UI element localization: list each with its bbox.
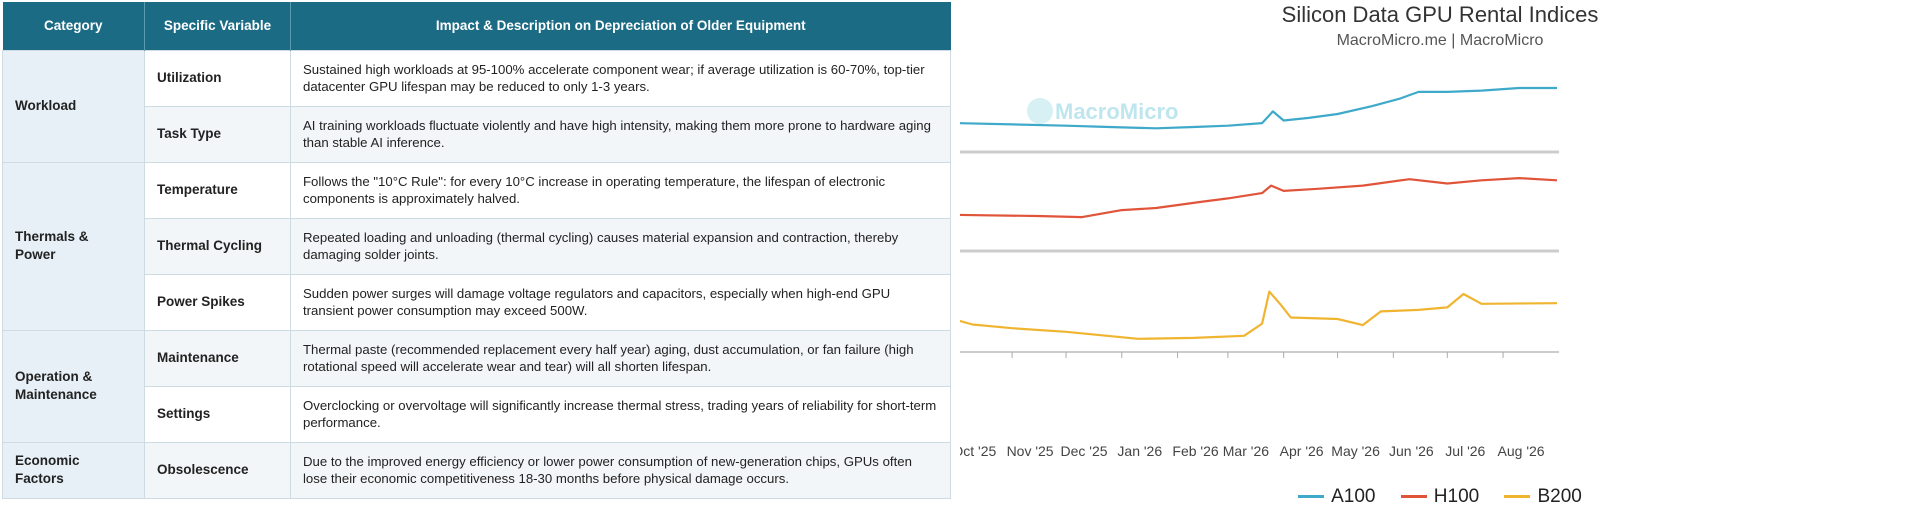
x-tick-label: Aug '26 bbox=[1498, 443, 1545, 459]
table-row: Power Spikes Sudden power surges will da… bbox=[3, 273, 951, 331]
variable-cell: Maintenance bbox=[144, 329, 291, 387]
x-tick-label: Jul '26 bbox=[1445, 443, 1485, 459]
description-cell: Sudden power surges will damage voltage … bbox=[290, 273, 951, 331]
variable-cell: Task Type bbox=[144, 105, 291, 163]
legend-label: A100 bbox=[1331, 485, 1376, 506]
description-cell: AI training workloads fluctuate violentl… bbox=[290, 105, 951, 163]
series-line-a100 bbox=[960, 86, 1557, 130]
table-row: Operation & Maintenance Maintenance Ther… bbox=[2, 329, 951, 443]
legend-item-h100[interactable]: H100 bbox=[1400, 485, 1480, 506]
impact-table: Category Specific Variable Impact & Desc… bbox=[2, 2, 951, 499]
x-tick-label: Apr '26 bbox=[1280, 443, 1324, 459]
table-row: Economic Factors Obsolescence Due to the… bbox=[2, 441, 951, 499]
header-impact: Impact & Description on Depreciation of … bbox=[290, 2, 951, 50]
gpu-rental-chart: MacroMicro1.41.61.8Index23Index567IndexS… bbox=[960, 86, 1559, 459]
table-row: Task Type AI training workloads fluctuat… bbox=[3, 105, 951, 163]
variable-cell: Thermal Cycling bbox=[144, 217, 291, 275]
x-tick-label: May '26 bbox=[1331, 443, 1380, 459]
impact-table-panel: Category Specific Variable Impact & Desc… bbox=[0, 0, 952, 506]
legend-swatch-b200 bbox=[1504, 495, 1531, 498]
legend-item-a100[interactable]: A100 bbox=[1298, 485, 1376, 506]
chart-legend: A100 H100 B200 bbox=[960, 482, 1920, 506]
category-cell: Workload bbox=[2, 49, 145, 163]
description-cell: Repeated loading and unloading (thermal … bbox=[290, 217, 951, 275]
legend-label: B200 bbox=[1537, 485, 1582, 506]
legend-label: H100 bbox=[1433, 485, 1480, 506]
watermark-text: MacroMicro bbox=[1055, 99, 1178, 124]
series-line-h100 bbox=[960, 177, 1558, 219]
table-row: Workload Utilization Sustained high work… bbox=[2, 49, 951, 163]
variable-cell: Utilization bbox=[144, 49, 291, 107]
legend-swatch-h100 bbox=[1400, 495, 1427, 498]
table-row: Thermals & Power Temperature Follows the… bbox=[2, 161, 951, 331]
legend-swatch-a100 bbox=[1298, 495, 1325, 498]
description-cell: Follows the "10°C Rule": for every 10°C … bbox=[290, 161, 951, 219]
x-tick-label: Oct '25 bbox=[960, 443, 997, 459]
legend-item-b200[interactable]: B200 bbox=[1504, 485, 1582, 506]
header-variable: Specific Variable bbox=[144, 2, 291, 50]
description-cell: Overclocking or overvoltage will signifi… bbox=[290, 385, 951, 443]
gpu-rental-chart-panel: Silicon Data GPU Rental Indices MacroMic… bbox=[960, 0, 1920, 506]
x-tick-label: Jan '26 bbox=[1117, 443, 1162, 459]
category-cell: Operation & Maintenance bbox=[2, 329, 145, 443]
watermark-logo-icon bbox=[1027, 98, 1053, 124]
x-tick-label: Jun '26 bbox=[1389, 443, 1434, 459]
table-row: Settings Overclocking or overvoltage wil… bbox=[3, 385, 951, 443]
chart-subtitle: MacroMicro.me | MacroMicro bbox=[1336, 32, 1544, 49]
x-tick-label: Mar '26 bbox=[1223, 443, 1269, 459]
x-tick-label: Dec '25 bbox=[1061, 443, 1108, 459]
series-line-b200 bbox=[960, 290, 1558, 340]
description-cell: Thermal paste (recommended replacement e… bbox=[290, 329, 951, 387]
variable-cell: Settings bbox=[144, 385, 291, 443]
description-cell: Sustained high workloads at 95-100% acce… bbox=[290, 49, 951, 107]
x-tick-label: Nov '25 bbox=[1007, 443, 1054, 459]
header-category: Category bbox=[2, 2, 145, 50]
category-cell: Thermals & Power bbox=[2, 161, 145, 331]
chart-title: Silicon Data GPU Rental Indices bbox=[1281, 2, 1599, 27]
description-cell: Due to the improved energy efficiency or… bbox=[290, 441, 951, 499]
variable-cell: Obsolescence bbox=[144, 441, 291, 499]
table-row: Thermal Cycling Repeated loading and unl… bbox=[3, 217, 951, 275]
category-cell: Economic Factors bbox=[2, 441, 145, 499]
variable-cell: Power Spikes bbox=[144, 273, 291, 331]
variable-cell: Temperature bbox=[144, 161, 291, 219]
x-tick-label: Feb '26 bbox=[1172, 443, 1218, 459]
